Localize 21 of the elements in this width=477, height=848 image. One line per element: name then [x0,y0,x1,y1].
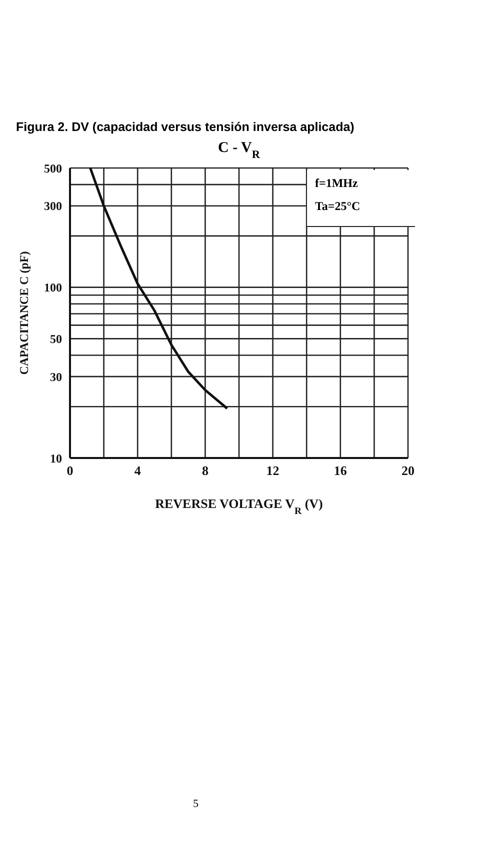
x-tick-label: 16 [334,463,348,478]
text: 5 [193,798,200,810]
x-tick-label: 8 [202,463,209,478]
x-tick-label: 20 [402,463,414,478]
x-tick-label: 4 [134,463,142,478]
chart-title: Figura 2. DV (capacidad versus tensión inversa aplicada) [16,120,356,134]
y-tick-label: 300 [44,199,62,214]
annotation: Ta=25°C [315,199,362,214]
x-axis-title: REVERSE VOLTAGE V$_{R}$ (V) [155,496,323,516]
y-tick-label: 30 [50,370,62,384]
chart-subtitle: C - V$_{R}$ [218,140,261,161]
y-tick-label: 100 [44,280,62,295]
line-series [89,168,228,410]
x-tick-label: 12 [266,463,280,478]
x-tick-label: 0 [66,463,74,478]
y-tick-label: 500 [44,161,62,176]
conditions-box: f=1MHz Ta=25°C [306,170,415,227]
y-tick-label: 50 [50,332,62,346]
y-axis-title: CAPACITANCE C (pF) [17,251,31,375]
annotation: f=1MHz [315,176,359,191]
y-tick-label: 10 [50,451,62,466]
